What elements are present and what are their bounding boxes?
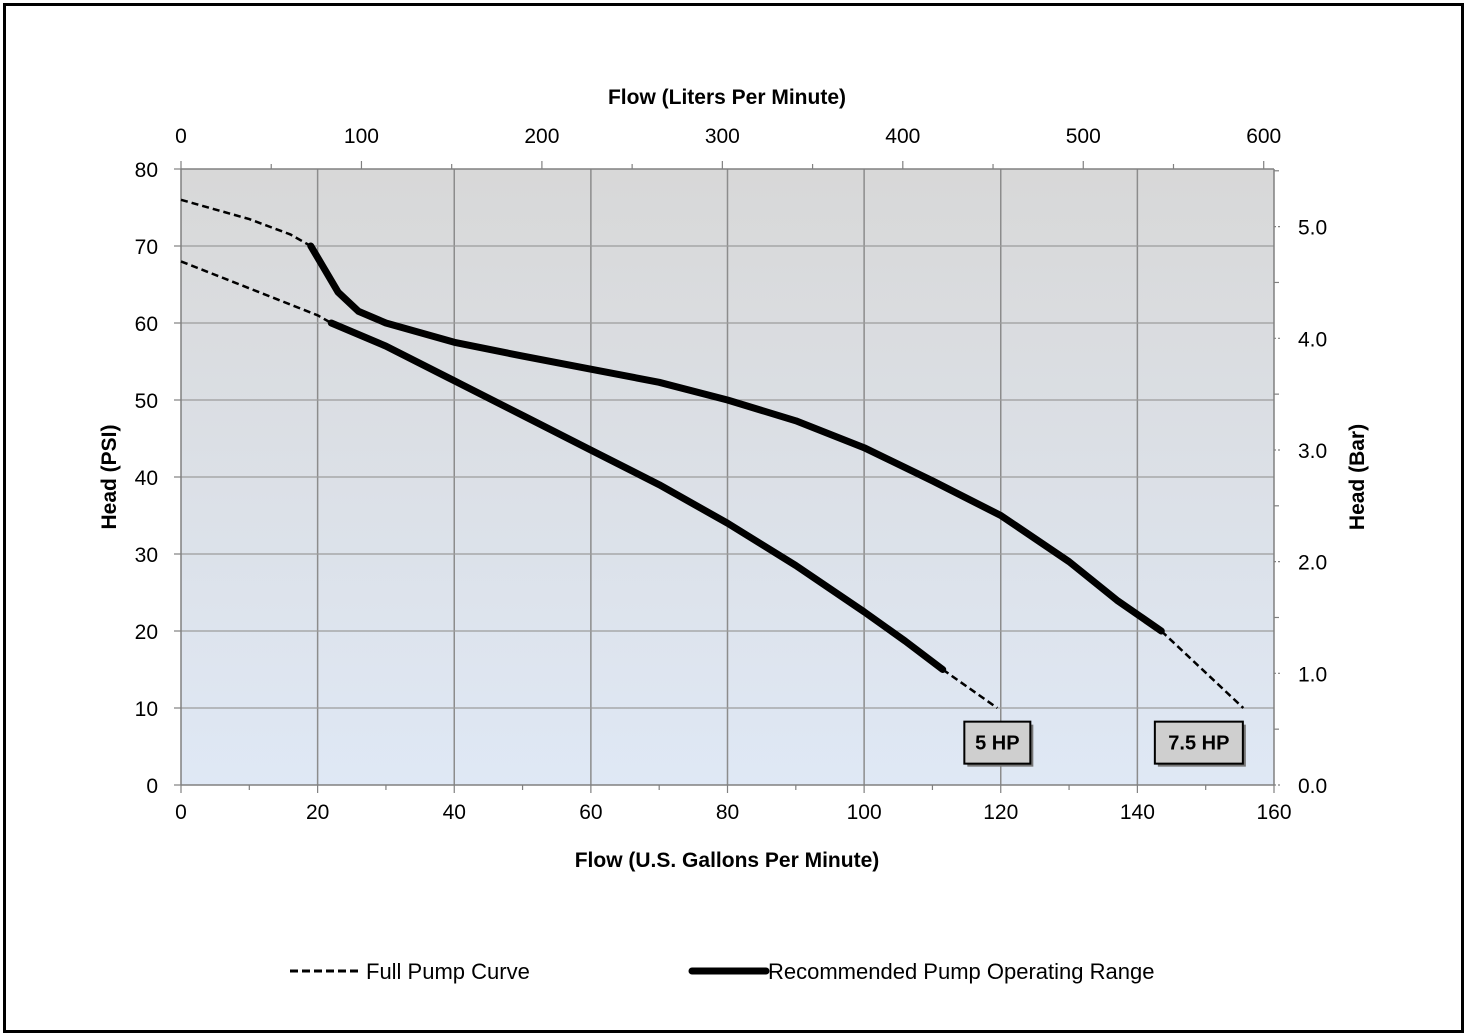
left-tick-label: 30 bbox=[135, 544, 158, 567]
legend: Full Pump Curve Recommended Pump Operati… bbox=[290, 959, 1154, 984]
left-tick-label: 80 bbox=[135, 159, 158, 182]
left-tick-label: 10 bbox=[135, 698, 158, 721]
bottom-tick-label: 20 bbox=[306, 801, 329, 824]
top-axis-title: Flow (Liters Per Minute) bbox=[608, 86, 846, 109]
full-curve-5-hp bbox=[180, 260, 332, 325]
hp-label-5-hp: 5 HP bbox=[963, 720, 1034, 767]
right-tick-label: 4.0 bbox=[1298, 328, 1327, 351]
right-axis-title: Head (Bar) bbox=[1346, 424, 1369, 530]
bottom-tick-label: 100 bbox=[847, 801, 882, 824]
series-group: 5 HP 7.5 HP bbox=[180, 198, 1246, 767]
bottom-tick-label: 60 bbox=[579, 801, 602, 824]
bottom-tick-label: 40 bbox=[443, 801, 466, 824]
bottom-tick-label: 0 bbox=[175, 801, 187, 824]
hp-label-75-hp: 7.5 HP bbox=[1153, 720, 1246, 767]
right-tick-label: 3.0 bbox=[1298, 440, 1327, 463]
top-tick-label: 0 bbox=[175, 125, 187, 148]
top-tick-label: 500 bbox=[1066, 125, 1101, 148]
left-tick-label: 70 bbox=[135, 236, 158, 259]
axes bbox=[174, 161, 1282, 793]
hp-label-text: 5 HP bbox=[975, 733, 1019, 755]
top-tick-label: 100 bbox=[344, 125, 379, 148]
hp-label-box bbox=[1153, 720, 1244, 765]
right-tick-label: 2.0 bbox=[1298, 552, 1327, 575]
left-tick-label: 60 bbox=[135, 313, 158, 336]
bottom-tick-label: 120 bbox=[983, 801, 1018, 824]
bottom-tick-label: 160 bbox=[1256, 801, 1291, 824]
top-tick-label: 200 bbox=[524, 125, 559, 148]
legend-label-full-curve: Full Pump Curve bbox=[366, 959, 530, 984]
top-tick-label: 300 bbox=[705, 125, 740, 148]
bottom-axis-title: Flow (U.S. Gallons Per Minute) bbox=[575, 849, 880, 872]
full-curve-tail-5-hp bbox=[941, 668, 999, 710]
full-curve-tail-75-hp bbox=[1160, 630, 1245, 709]
left-tick-label: 40 bbox=[135, 467, 158, 490]
right-tick-label: 5.0 bbox=[1298, 217, 1327, 240]
bottom-tick-label: 140 bbox=[1120, 801, 1155, 824]
hp-label-box bbox=[963, 720, 1032, 765]
left-axis-title: Head (PSI) bbox=[98, 424, 121, 529]
legend-label-operating-range: Recommended Pump Operating Range bbox=[768, 959, 1154, 984]
right-tick-label: 1.0 bbox=[1298, 663, 1327, 686]
left-tick-label: 0 bbox=[146, 775, 158, 798]
right-tick-label: 0.0 bbox=[1298, 775, 1327, 798]
top-tick-label: 400 bbox=[885, 125, 920, 148]
bottom-tick-label: 80 bbox=[716, 801, 739, 824]
left-tick-label: 50 bbox=[135, 390, 158, 413]
operating-range-5-hp bbox=[327, 319, 947, 673]
top-tick-label: 600 bbox=[1246, 125, 1281, 148]
hp-label-text: 7.5 HP bbox=[1168, 733, 1229, 755]
left-tick-label: 20 bbox=[135, 621, 158, 644]
grid-lines bbox=[181, 169, 1274, 785]
full-curve-75-hp bbox=[180, 198, 312, 248]
operating-range-75-hp bbox=[307, 242, 1165, 635]
